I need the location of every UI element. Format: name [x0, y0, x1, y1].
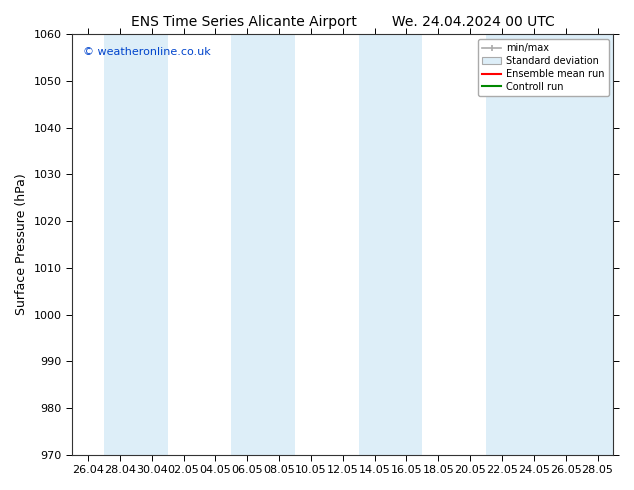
Y-axis label: Surface Pressure (hPa): Surface Pressure (hPa)	[15, 173, 28, 316]
Bar	[486, 34, 550, 455]
Bar	[550, 34, 614, 455]
Legend: min/max, Standard deviation, Ensemble mean run, Controll run: min/max, Standard deviation, Ensemble me…	[478, 39, 609, 96]
Text: © weatheronline.co.uk: © weatheronline.co.uk	[83, 47, 210, 57]
Bar	[231, 34, 295, 455]
Title: ENS Time Series Alicante Airport        We. 24.04.2024 00 UTC: ENS Time Series Alicante Airport We. 24.…	[131, 15, 555, 29]
Bar	[359, 34, 422, 455]
Bar	[104, 34, 167, 455]
